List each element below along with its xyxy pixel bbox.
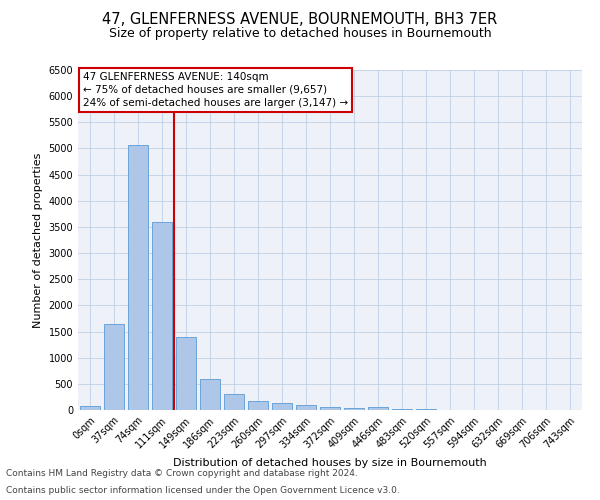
Bar: [320, 407, 340, 410]
Y-axis label: Number of detached properties: Number of detached properties: [33, 152, 43, 328]
Bar: [344, 408, 364, 410]
Bar: [392, 409, 412, 410]
Text: Contains public sector information licensed under the Open Government Licence v3: Contains public sector information licen…: [6, 486, 400, 495]
Bar: [104, 324, 124, 410]
Bar: [128, 144, 148, 410]
Bar: [368, 407, 388, 410]
Text: 47, GLENFERNESS AVENUE, BOURNEMOUTH, BH3 7ER: 47, GLENFERNESS AVENUE, BOURNEMOUTH, BH3…: [103, 12, 497, 28]
Bar: [176, 337, 196, 410]
Text: Size of property relative to detached houses in Bournemouth: Size of property relative to detached ho…: [109, 28, 491, 40]
Text: Contains HM Land Registry data © Crown copyright and database right 2024.: Contains HM Land Registry data © Crown c…: [6, 468, 358, 477]
Bar: [272, 403, 292, 410]
X-axis label: Distribution of detached houses by size in Bournemouth: Distribution of detached houses by size …: [173, 458, 487, 468]
Bar: [224, 394, 244, 410]
Bar: [200, 378, 220, 410]
Bar: [80, 406, 100, 410]
Bar: [248, 402, 268, 410]
Bar: [152, 222, 172, 410]
Bar: [296, 405, 316, 410]
Text: 47 GLENFERNESS AVENUE: 140sqm
← 75% of detached houses are smaller (9,657)
24% o: 47 GLENFERNESS AVENUE: 140sqm ← 75% of d…: [83, 72, 348, 108]
